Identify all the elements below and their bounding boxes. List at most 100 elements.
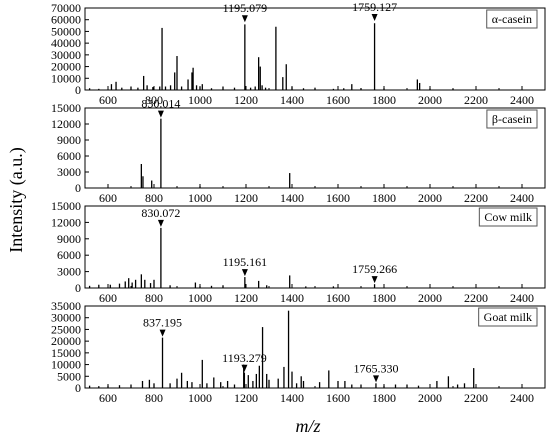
x-tick-label: 800 [145, 191, 163, 205]
y-tick-label: 12000 [51, 117, 81, 131]
x-tick-label: 1600 [326, 291, 350, 305]
peak-label: 1193.279 [222, 351, 267, 365]
x-tick-label: 1000 [188, 391, 212, 405]
y-tick-label: 0 [75, 181, 81, 195]
peak-label: 830.072 [141, 206, 180, 220]
x-tick-label: 600 [99, 93, 117, 107]
peak-marker-arrow [241, 364, 248, 372]
x-tick-label: 1200 [234, 391, 258, 405]
x-tick-label: 1800 [372, 93, 396, 107]
peak-marker-arrow [371, 14, 378, 22]
legend-box [486, 109, 538, 129]
x-tick-label: 2400 [510, 391, 534, 405]
x-tick-label: 1400 [280, 291, 304, 305]
y-axis-label: Intensity (a.u.) [6, 147, 27, 252]
legend-label: Cow milk [484, 210, 532, 224]
x-tick-label: 2000 [418, 391, 442, 405]
y-tick-label: 60000 [51, 13, 81, 27]
x-tick-label: 600 [99, 191, 117, 205]
y-tick-label: 3000 [57, 165, 81, 179]
y-tick-label: 12000 [51, 215, 81, 229]
y-tick-label: 50000 [51, 24, 81, 38]
plot-frame [84, 7, 546, 91]
x-tick-label: 1200 [234, 191, 258, 205]
x-tick-label: 1000 [188, 291, 212, 305]
y-tick-label: 15000 [51, 101, 81, 115]
x-tick-label: 800 [145, 391, 163, 405]
x-tick-label: 2200 [464, 93, 488, 107]
y-tick-label: 6000 [57, 149, 81, 163]
y-tick-label: 5000 [57, 369, 81, 383]
x-tick-label: 600 [99, 391, 117, 405]
x-tick-label: 1400 [280, 191, 304, 205]
x-axis-label: m/z [295, 416, 320, 436]
peak-marker-arrow [373, 375, 380, 383]
x-tick-label: 1600 [326, 191, 350, 205]
x-tick-label: 800 [145, 291, 163, 305]
y-tick-label: 10000 [51, 71, 81, 85]
x-tick-label: 1000 [188, 191, 212, 205]
y-tick-label: 15000 [51, 199, 81, 213]
legend-box [478, 307, 538, 327]
peak-label: 1765.330 [354, 361, 399, 375]
peak-marker-arrow [241, 15, 248, 23]
y-tick-label: 9000 [57, 232, 81, 246]
x-tick-label: 800 [145, 93, 163, 107]
y-tick-label: 20000 [51, 60, 81, 74]
y-tick-label: 0 [75, 83, 81, 97]
y-tick-label: 3000 [57, 265, 81, 279]
x-tick-label: 1800 [372, 191, 396, 205]
y-tick-label: 0 [75, 281, 81, 295]
plot-frame [84, 107, 546, 189]
legend-box [486, 9, 538, 29]
y-tick-label: 9000 [57, 133, 81, 147]
x-tick-label: 2200 [464, 391, 488, 405]
x-tick-label: 2000 [418, 93, 442, 107]
peak-marker-arrow [371, 276, 378, 284]
y-tick-label: 35000 [51, 299, 81, 313]
y-tick-label: 10000 [51, 358, 81, 372]
x-tick-label: 1400 [280, 391, 304, 405]
peak-label: 1195.161 [223, 255, 268, 269]
y-tick-label: 25000 [51, 322, 81, 336]
x-tick-label: 2000 [418, 191, 442, 205]
x-tick-label: 2400 [510, 191, 534, 205]
peak-marker-arrow [159, 329, 166, 337]
x-tick-label: 2000 [418, 291, 442, 305]
x-tick-label: 1800 [372, 291, 396, 305]
peak-marker-arrow [241, 269, 248, 277]
y-tick-label: 20000 [51, 334, 81, 348]
x-tick-label: 1000 [188, 93, 212, 107]
x-tick-label: 1400 [280, 93, 304, 107]
x-tick-label: 1600 [326, 93, 350, 107]
x-tick-label: 1800 [372, 391, 396, 405]
legend-label: Goat milk [484, 310, 532, 324]
legend-label: α-casein [492, 12, 532, 26]
y-tick-label: 6000 [57, 248, 81, 262]
x-tick-label: 2200 [464, 291, 488, 305]
peak-label: 1195.079 [223, 1, 268, 15]
spectrum-panel-3: 0 3000 6000 9000 12000 15000 600 800 1000 1200 140… [51, 199, 546, 305]
legend-label: β-casein [492, 112, 532, 126]
x-tick-label: 1200 [234, 93, 258, 107]
y-tick-label: 30000 [51, 311, 81, 325]
peak-label: 830.014 [141, 97, 180, 111]
legend-box [478, 207, 538, 227]
peak-label: 1759.127 [352, 0, 397, 14]
spectrum-panel-2: 0 3000 6000 9000 12000 15000 600 800 1000 1200 140… [51, 97, 546, 205]
x-tick-label: 600 [99, 291, 117, 305]
y-tick-label: 0 [75, 381, 81, 395]
x-tick-label: 2400 [510, 291, 534, 305]
peak-marker-arrow [157, 219, 164, 227]
x-tick-label: 2400 [510, 93, 534, 107]
peak-label: 837.195 [143, 316, 182, 330]
peak-label: 1759.266 [352, 262, 397, 276]
x-tick-label: 1600 [326, 391, 350, 405]
y-tick-label: 15000 [51, 346, 81, 360]
y-tick-label: 30000 [51, 48, 81, 62]
y-tick-label: 70000 [51, 1, 81, 15]
x-tick-label: 1200 [234, 291, 258, 305]
